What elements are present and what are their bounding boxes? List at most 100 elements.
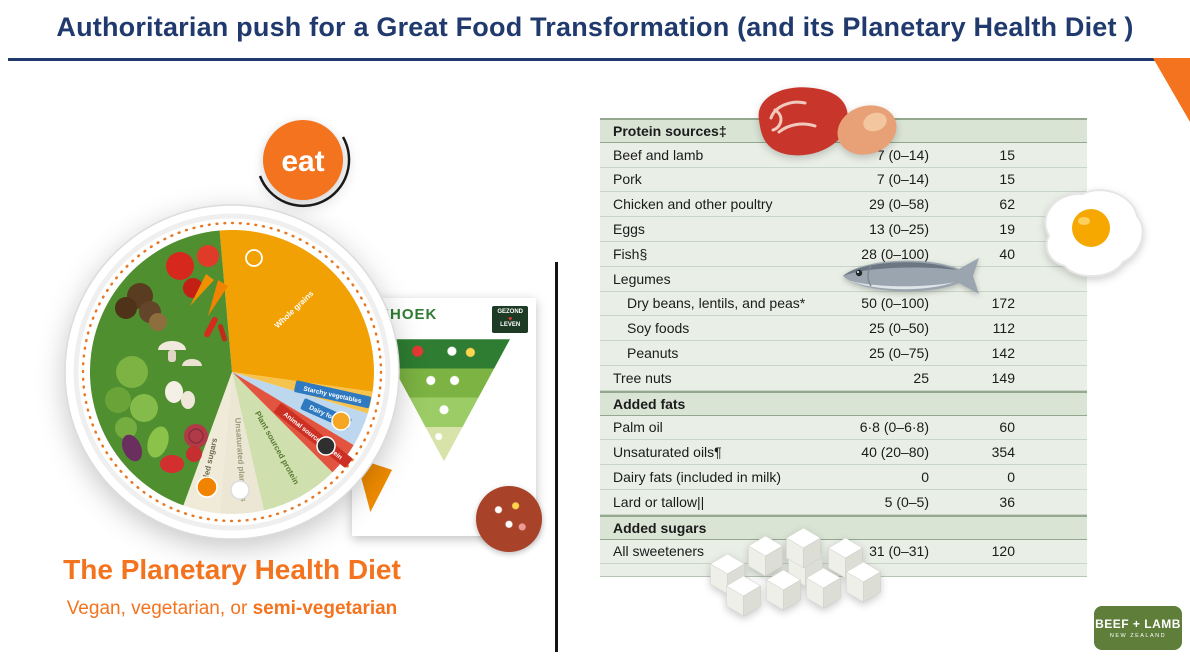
- dashed-ring: [81, 221, 383, 523]
- logo-line-1: BEEF + LAMB: [1095, 617, 1181, 631]
- table-row: Palm oil 6·8 (0–6·8) 60: [600, 416, 1087, 441]
- table-cell-label: Unsaturated oils¶: [613, 444, 722, 461]
- table-cell-value: 0: [921, 469, 929, 486]
- table-cell-label: Pork: [613, 171, 642, 188]
- table-cell-value: 40 (20–80): [861, 444, 929, 461]
- table-cell-label: Eggs: [613, 221, 645, 238]
- table-cell-value: 7 (0–14): [876, 171, 929, 188]
- table-row: Eggs 13 (0–25) 19: [600, 217, 1087, 242]
- table-cell-value: 31 (0–31): [869, 543, 929, 560]
- sugars-icon: [196, 476, 218, 498]
- table-row: Legumes: [600, 267, 1087, 292]
- table-cell-label: Added sugars: [613, 519, 707, 536]
- table-cell-value: 6·8 (0–6·8): [859, 419, 929, 436]
- slide-title: Authoritarian push for a Great Food Tran…: [56, 12, 1134, 42]
- table-cell-value: 172: [991, 295, 1015, 312]
- table-row: Beef and lamb 7 (0–14) 15: [600, 143, 1087, 168]
- table-cell-value: 5 (0–5): [884, 493, 929, 510]
- plate-caption-subtitle: Vegan, vegetarian, or semi-vegetarian: [12, 598, 452, 620]
- table-cell-value: 62: [999, 196, 1015, 213]
- fried-egg-image: [1044, 189, 1144, 278]
- table-row: Tree nuts 25 149: [600, 366, 1087, 391]
- table-cell-value: 60: [999, 419, 1015, 436]
- grains-icon: [245, 249, 263, 267]
- table-cell-value: 29 (0–58): [869, 196, 929, 213]
- table-row: Peanuts 25 (0–75) 142: [600, 341, 1087, 366]
- badge-line-1: GEZOND: [497, 309, 523, 315]
- table-row: Dry beans, lentils, and peas* 50 (0–100) 1…: [600, 292, 1087, 317]
- table-cell-value: 40: [999, 245, 1015, 262]
- plate-segment: [219, 229, 374, 392]
- egg-yolk: [1072, 209, 1110, 247]
- table-cell-value: 36: [999, 493, 1015, 510]
- table-section-header: Added fats: [600, 390, 1087, 416]
- table-cell-label: Lard or tallow||: [613, 493, 705, 510]
- fish-eye: [855, 269, 863, 277]
- table-row: Pork 7 (0–14) 15: [600, 168, 1087, 193]
- table-cell-label: Peanuts: [627, 345, 679, 362]
- table-cell-value: 15: [999, 146, 1015, 163]
- plate-segment: [183, 372, 232, 514]
- subtitle-prefix: Vegan, vegetarian, or: [66, 598, 253, 619]
- raw-meat-image: [758, 87, 897, 156]
- eat-logo-circle: [263, 120, 343, 200]
- logo-line-2: NEW ZEALAND: [1109, 633, 1167, 639]
- eat-logo-text: eat: [281, 145, 324, 178]
- table-cell-value: 112: [992, 320, 1015, 337]
- table-row: Lard or tallow|| 5 (0–5) 36: [600, 490, 1087, 515]
- nutrition-table: Protein sources‡ Beef and lamb 7 (0–14) 15 P…: [600, 118, 1087, 578]
- treats-circle-graphic: [476, 486, 542, 552]
- table-cell-label: Dairy fats (included in milk): [613, 469, 782, 486]
- badge-line-2: LEVEN: [500, 322, 521, 329]
- table-cell-label: Added fats: [613, 395, 686, 412]
- animal-protein-icon: [316, 436, 336, 456]
- table-cell-value: 142: [991, 345, 1015, 362]
- vegetable-illustrations: [105, 245, 228, 473]
- table-cell-value: 50 (0–100): [861, 295, 929, 312]
- plate-food-icons: [196, 249, 351, 500]
- table-cell-label: Beef and lamb: [613, 146, 704, 163]
- fish-image: [843, 258, 979, 294]
- table-row: Unsaturated oils¶ 40 (20–80) 354: [600, 440, 1087, 466]
- table-row: Fish§ 28 (0–100) 40: [600, 242, 1087, 267]
- table-cell-value: 25: [913, 369, 929, 386]
- table-row: Chicken and other poultry 29 (0–58) 62: [600, 192, 1087, 218]
- table-cell-label: Chicken and other poultry: [613, 196, 773, 213]
- table-cell-value: 15: [999, 171, 1015, 188]
- table-cell-value: 149: [991, 369, 1015, 386]
- beef-lamb-nz-logo: BEEF + LAMB NEW ZEALAND: [1094, 606, 1182, 650]
- table-cell-value: 19: [999, 221, 1015, 238]
- sugar-cubes-image: [709, 527, 882, 617]
- plate-segment: [219, 372, 264, 515]
- table-cell-label: Protein sources‡: [613, 122, 727, 139]
- subtitle-bold: semi-vegetarian: [252, 598, 398, 619]
- table-cell-label: Dry beans, lentils, and peas*: [627, 295, 806, 312]
- table-cell-value: 120: [991, 543, 1015, 560]
- table-cell-label: Tree nuts: [613, 369, 672, 386]
- plate-segment: [232, 372, 333, 511]
- table-cell-value: 0: [1007, 469, 1015, 486]
- corner-triangle-decoration: [1153, 58, 1190, 122]
- table-cell-label: Legumes: [613, 270, 671, 287]
- dairy-icon: [331, 411, 351, 431]
- oils-icon: [230, 480, 250, 500]
- table-cell-value: 354: [991, 444, 1015, 461]
- table-cell-value: 28 (0–100): [861, 245, 929, 262]
- table-cell-label: Soy foods: [627, 320, 690, 337]
- plate-caption-title: The Planetary Health Diet: [63, 554, 401, 585]
- gezond-leven-badge: GEZOND ♥ LEVEN: [492, 306, 528, 334]
- table-cell-value: 25 (0–75): [869, 345, 929, 362]
- table-cell-label: All sweeteners: [613, 543, 705, 560]
- table-row: Dairy fats (included in milk) 0 0: [600, 465, 1087, 490]
- title-underline: [8, 58, 1182, 61]
- table-cell-value: 7 (0–14): [876, 146, 929, 163]
- table-cell-label: Fish§: [613, 245, 648, 262]
- table-row: Soy foods 25 (0–50) 112: [600, 316, 1087, 342]
- eat-logo-arc: [258, 136, 351, 208]
- table-cell-label: Palm oil: [613, 419, 663, 436]
- heart-icon: ♥: [508, 315, 513, 323]
- vertical-divider: [555, 262, 558, 652]
- eat-logo: eat: [258, 120, 351, 208]
